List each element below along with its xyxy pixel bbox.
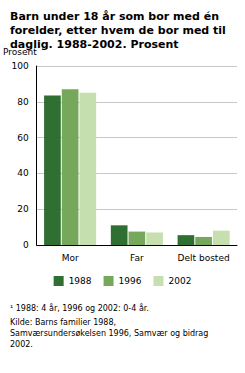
svg-text:Far: Far <box>130 253 144 263</box>
svg-text:80: 80 <box>17 97 29 107</box>
svg-text:2002.: 2002. <box>10 340 33 349</box>
svg-text:20: 20 <box>17 204 29 214</box>
svg-text:Samværsundersøkelsen 1996, Sam: Samværsundersøkelsen 1996, Samvær og bid… <box>10 329 211 338</box>
svg-text:0: 0 <box>23 240 29 250</box>
svg-text:1996: 1996 <box>119 276 142 286</box>
svg-text:¹ 1988: 4 år, 1996 og 2002: 0-: ¹ 1988: 4 år, 1996 og 2002: 0-4 år. <box>10 303 149 313</box>
svg-text:40: 40 <box>17 168 29 178</box>
svg-text:daglig. 1988-2002. Prosent: daglig. 1988-2002. Prosent <box>10 38 179 51</box>
svg-text:Barn under 18 år som bor med é: Barn under 18 år som bor med én <box>10 10 223 23</box>
svg-text:Prosent: Prosent <box>3 46 37 57</box>
svg-text:100: 100 <box>12 61 29 71</box>
svg-text:60: 60 <box>17 133 29 143</box>
svg-text:Kilde: Barns familier 1988,: Kilde: Barns familier 1988, <box>10 318 119 327</box>
svg-text:forelder, etter hvem de bor me: forelder, etter hvem de bor med til <box>10 24 230 37</box>
svg-text:Delt bosted: Delt bosted <box>178 253 230 263</box>
svg-text:2002: 2002 <box>168 276 191 286</box>
svg-text:Mor: Mor <box>62 253 79 263</box>
svg-text:1988: 1988 <box>69 276 92 286</box>
